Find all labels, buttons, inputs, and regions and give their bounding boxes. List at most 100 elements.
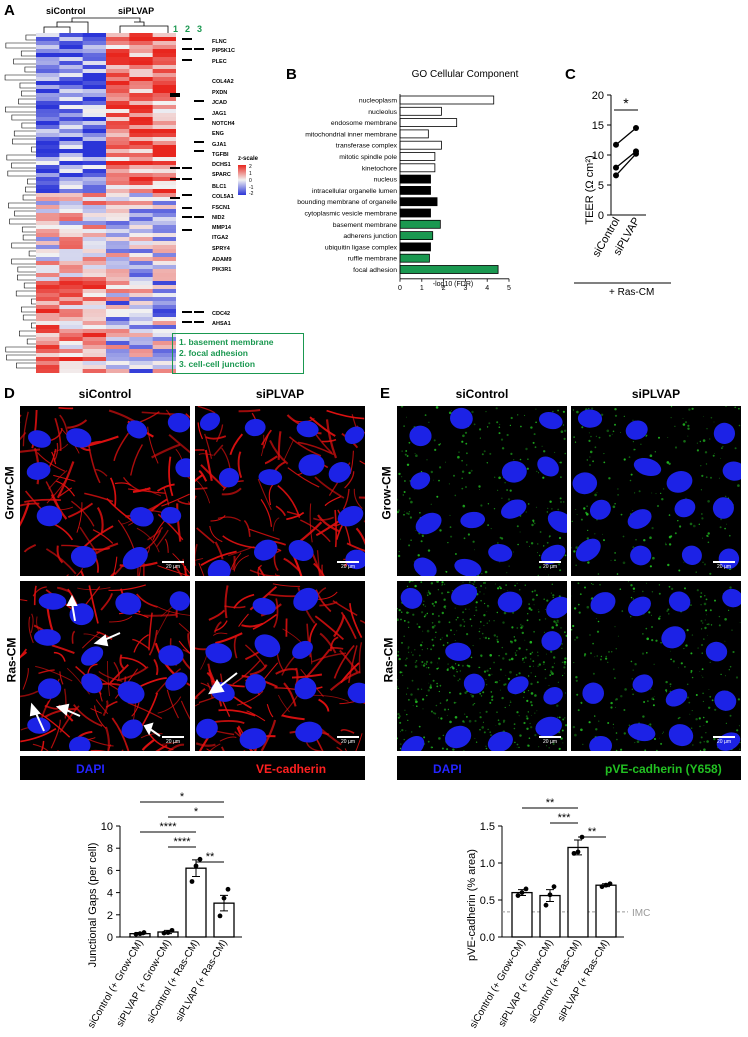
pve-cadherin-speckle <box>565 724 567 727</box>
micrograph-d-sicontrol-ras: 20 µm <box>20 581 190 751</box>
pve-cadherin-speckle <box>530 608 533 611</box>
heatmap-cell <box>129 157 153 162</box>
pve-cadherin-speckle <box>532 441 535 444</box>
dapi-nucleus <box>714 690 737 711</box>
pve-cadherin-speckle <box>632 441 634 443</box>
pve-cadherin-speckle <box>502 621 505 624</box>
ve-cadherin-junction <box>151 443 181 459</box>
ve-cadherin-junction <box>95 468 108 477</box>
heatmap-cell <box>82 257 107 262</box>
dendrogram-branch <box>21 226 36 233</box>
heatmap-group-sicontrol: siControl <box>46 6 86 16</box>
pve-cadherin-speckle <box>505 584 507 586</box>
pve-cadherin-speckle <box>459 692 462 695</box>
category-dash <box>170 167 180 169</box>
ve-cadherin-junction <box>236 690 264 706</box>
pve-cadherin-speckle <box>701 675 703 677</box>
pve-cadherin-speckle <box>518 746 520 748</box>
dapi-nucleus <box>81 646 104 666</box>
heatmap-cell <box>152 241 177 246</box>
heatmap-cell <box>106 205 130 210</box>
pve-cadherin-speckle <box>602 533 603 535</box>
ve-cadherin-junction <box>51 644 75 655</box>
pve-cadherin-speckle <box>410 693 413 696</box>
pve-cadherin-speckle <box>508 565 510 567</box>
pve-cadherin-speckle <box>614 423 616 426</box>
pve-cadherin-speckle <box>624 688 627 691</box>
dapi-nucleus <box>294 677 317 700</box>
pve-cadherin-speckle <box>612 668 615 671</box>
dapi-nucleus <box>401 735 425 751</box>
pve-cadherin-speckle <box>617 494 619 496</box>
go-x-tick-label: 1 <box>420 285 424 292</box>
pve-cadherin-speckle <box>738 407 740 410</box>
pve-cadherin-speckle <box>524 414 526 416</box>
pve-cadherin-speckle <box>401 611 403 613</box>
pve-cadherin-speckle <box>455 702 457 704</box>
pve-cadherin-speckle <box>439 702 442 704</box>
column-number-1: 1 <box>173 24 179 34</box>
heatmap-cell <box>59 73 83 78</box>
pve-cadherin-speckle <box>631 678 633 680</box>
heatmap-grid <box>36 33 177 374</box>
pve-cadherin-speckle <box>543 663 545 665</box>
d-col-header-sicontrol: siControl <box>78 387 132 401</box>
pve-cadherin-speckle <box>701 474 704 477</box>
dapi-nucleus <box>126 420 148 439</box>
pve-cadherin-speckle <box>406 416 407 418</box>
heatmap-cell <box>129 293 153 298</box>
pve-cadherin-speckle <box>591 597 594 600</box>
pve-cadherin-speckle <box>397 716 400 719</box>
heatmap-cell <box>106 181 130 186</box>
ve-cadherin-junction <box>71 500 95 527</box>
pve-cadherin-speckle <box>485 410 487 413</box>
pve-cadherin-speckle <box>479 716 482 719</box>
heatmap-cell <box>36 317 60 322</box>
ve-cadherin-junction <box>355 733 363 751</box>
scale-bar: 20 µm <box>162 561 184 570</box>
heatmap-cell <box>129 117 153 122</box>
heatmap-cell <box>82 253 107 258</box>
pve-cadherin-speckle <box>580 701 583 704</box>
pve-cadherin-speckle <box>462 611 465 614</box>
pve-cadherin-speckle <box>465 442 468 445</box>
ve-cadherin-junction <box>162 741 179 745</box>
pve-cadherin-speckle <box>516 743 519 746</box>
pve-cadherin-speckle <box>409 516 412 519</box>
pve-cadherin-speckle <box>422 535 424 537</box>
pve-cadherin-speckle <box>436 682 438 685</box>
pve-cadherin-speckle <box>397 554 401 558</box>
pve-cadherin-speckle <box>644 749 647 751</box>
pve-cadherin-speckle <box>479 621 482 623</box>
pve-cadherin-speckle <box>708 706 711 709</box>
pve-cadherin-speckle <box>405 730 407 732</box>
heatmap-cell <box>59 309 83 314</box>
pve-cadherin-speckle <box>414 489 416 490</box>
ve-cadherin-junction <box>156 529 169 548</box>
scale-bar: 20 µm <box>162 736 184 745</box>
ve-cadherin-junction <box>157 513 184 541</box>
heatmap-cell <box>36 309 60 314</box>
heatmap-cell <box>106 37 130 42</box>
pve-cadherin-speckle <box>425 663 428 665</box>
pve-cadherin-speckle <box>634 448 636 451</box>
pve-cadherin-speckle <box>402 674 404 676</box>
row-dendrogram <box>4 34 36 369</box>
ve-cadherin-junction <box>22 411 29 447</box>
pve-cadherin-speckle <box>597 573 600 575</box>
heatmap-cell <box>152 253 177 258</box>
ve-cadherin-junction <box>208 609 226 621</box>
heatmap-cell <box>59 257 83 262</box>
pve-cadherin-speckle <box>501 497 503 499</box>
pve-cadherin-speckle <box>659 737 660 739</box>
heatmap-cell <box>129 105 153 110</box>
ve-cadherin-junction <box>342 488 350 510</box>
pve-cadherin-speckle <box>475 609 478 612</box>
pve-cadherin-speckle <box>665 689 668 692</box>
pve-cadherin-speckle <box>464 691 467 694</box>
scale-bar-label: 20 µm <box>341 564 355 570</box>
heatmap-cell <box>59 85 83 90</box>
heatmap-cell <box>36 209 60 214</box>
heatmap-cell <box>106 89 130 94</box>
heatmap-cell <box>36 345 60 350</box>
